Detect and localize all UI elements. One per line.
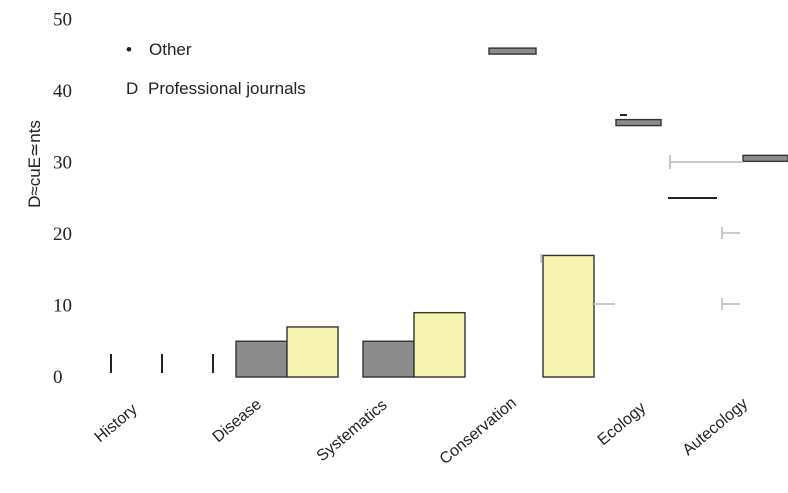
legend: • Other D Professional journals: [126, 40, 306, 98]
y-axis-label: D≈cuE≃nts: [25, 120, 44, 208]
bars-group: [235, 47, 788, 378]
legend-marker-other: •: [126, 40, 132, 59]
stray-marks: [110, 114, 743, 373]
bar-other-conservation: [488, 47, 537, 55]
legend-marker-professional-journals: D: [126, 79, 138, 98]
x-tick-label-conservation: Conservation: [437, 394, 520, 468]
y-tick-label: 30: [53, 153, 72, 174]
bar-other-systematics: [362, 340, 415, 378]
y-tick-label: 10: [53, 296, 72, 317]
x-tick-label-systematics: Systematics: [314, 397, 391, 465]
x-axis: History Disease Systematics Conservation Eco…: [92, 394, 752, 468]
bar-professional-journals-systematics: [413, 311, 466, 378]
legend-label-other: Other: [149, 40, 192, 59]
bar-professional-journals-disease: [286, 326, 339, 378]
y-axis: 0 10 20 30 40 50: [53, 10, 72, 389]
legend-label-professional-journals: Professional journals: [148, 79, 306, 98]
bar-other-autecology: [742, 154, 788, 163]
y-tick-label: 50: [53, 10, 72, 31]
bar-professional-journals-conservation: [542, 254, 595, 378]
x-tick-label-history: History: [92, 401, 141, 446]
x-tick-label-disease: Disease: [210, 396, 265, 446]
y-tick-label: 20: [53, 224, 72, 245]
y-tick-label: 0: [53, 367, 63, 388]
x-tick-label-ecology: Ecology: [595, 399, 650, 449]
y-tick-label: 40: [53, 81, 72, 102]
bar-other-disease: [235, 340, 288, 378]
bar-other-ecology: [615, 118, 662, 127]
x-tick-label-autecology: Autecology: [680, 395, 752, 459]
